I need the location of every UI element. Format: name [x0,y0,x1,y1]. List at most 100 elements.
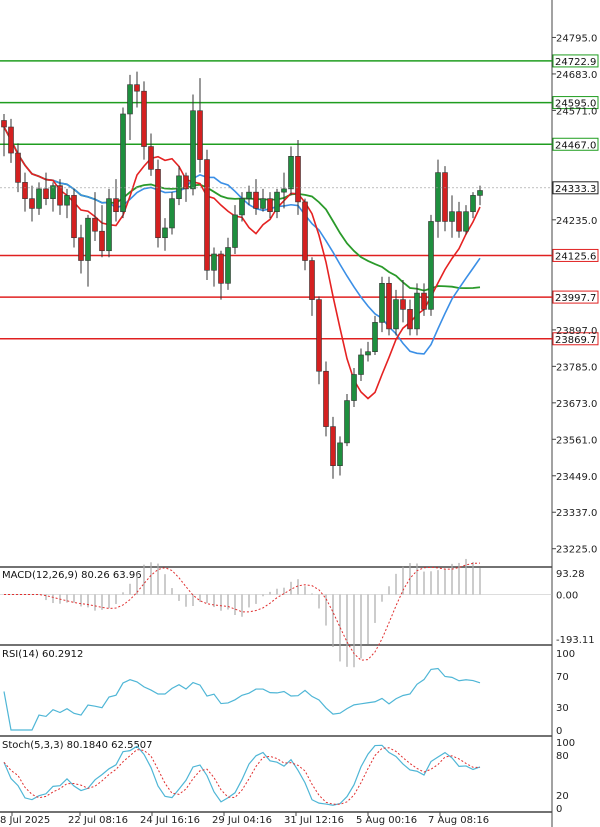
current-price-tag [552,181,599,195]
candle-body [204,159,210,271]
time-tick-label: 5 Aug 00:16 [356,815,417,826]
candle-body [239,198,245,216]
candle-body [323,370,329,427]
rsi-tick-label: 30 [556,703,569,714]
candle-body [1,120,7,128]
price-tick-label: 23449.0 [556,472,597,483]
stoch-tick-label: 100 [556,738,575,749]
level-tag [552,96,599,110]
level-label: 24722.9 [555,57,596,68]
candle-body [71,195,77,239]
candle-body [309,260,315,300]
candle-body [330,426,336,466]
candle-body [393,299,399,330]
time-tick-label: 31 Jul 12:16 [284,815,344,826]
price-axis: 24795.0 24683.0 24571.0 24235.0 23897.0 23785… [0,33,599,556]
candle-body [274,191,280,212]
macd-label: MACD(12,26,9) 80.26 63.96 [2,570,142,581]
current-price-label: 24333.3 [555,184,596,195]
candle-body [197,110,203,160]
stoch-tick-label: 80 [556,751,569,762]
chart-frame [0,0,553,827]
candle-body [232,214,238,248]
candle-body [386,283,392,330]
candle-body [225,247,231,284]
candle-body [421,292,427,310]
candle-body [288,156,294,190]
candle-body [260,198,266,209]
macd-signal-line [4,562,481,661]
candle-body [92,217,98,232]
candle-body [477,190,483,196]
candle-body [57,185,63,206]
time-axis: 8 Jul 2025 22 Jul 08:16 24 Jul 16:16 29 Jul… [0,812,489,826]
time-tick-label: 7 Aug 08:16 [428,815,489,826]
candle-body [155,169,161,239]
price-tick-label: 24571.0 [556,106,597,117]
horizontal-levels: 24722.9 24595.0 24467.0 24125.6 23997.7 23869… [0,54,599,346]
time-tick-label: 8 Jul 2025 [0,815,50,826]
candle-body [78,237,84,261]
macd-tick-label: 0.00 [556,590,578,601]
candle-body [302,201,308,261]
time-tick-label: 24 Jul 16:16 [140,815,200,826]
price-tick-label: 23897.0 [556,326,597,337]
candle-body [316,299,322,372]
candle-body [351,374,357,401]
candle-body [435,172,441,222]
candle-body [113,198,119,212]
candle-body [253,191,259,209]
candle-body [463,211,469,232]
macd-tick-label: -193.11 [556,635,595,646]
candle-body [470,195,476,212]
level-label: 24125.6 [555,251,596,262]
time-tick-label: 22 Jul 08:16 [68,815,128,826]
candle-body [414,292,420,330]
candle-body [190,110,196,190]
candle-body [211,253,217,271]
stoch-k-line [3,744,481,806]
rsi-line [3,667,481,731]
price-tick-label: 23225.0 [556,545,597,556]
price-tick-label: 23337.0 [556,508,597,519]
price-tick-label: 23673.0 [556,399,597,410]
candle-body [127,84,133,115]
candle-body [456,211,462,232]
price-tick-label: 24683.0 [556,70,597,81]
candle-body [36,188,42,209]
level-tag [552,290,599,304]
candle-body [162,227,168,239]
candle-body [365,351,371,356]
candle-body [218,253,224,284]
stoch-tick-label: 0 [556,804,562,815]
level-label: 23997.7 [555,293,596,304]
level-tag [552,332,599,346]
stoch-label: Stoch(5,3,3) 80.1840 62.5507 [2,740,153,751]
candle-body [183,175,189,190]
price-tick-label: 23561.0 [556,435,597,446]
candle-body [169,198,175,229]
candle-body [50,185,56,199]
stoch-d-line [3,747,481,805]
level-tag [552,54,599,68]
rsi-tick-label: 0 [556,726,562,737]
rsi-label: RSI(14) 60.2912 [2,649,83,660]
candle-body [407,309,413,330]
level-tag [552,248,599,262]
candle-body [106,198,112,252]
macd-tick-label: 93.28 [556,569,585,580]
level-label: 24595.0 [555,99,596,110]
moving-averages [3,126,481,400]
price-tick-label: 23785.0 [556,362,597,373]
candle-body [281,188,287,193]
rsi-tick-label: 70 [556,672,569,683]
candle-body [120,113,126,212]
candle-body [337,442,343,466]
candle-body [22,182,28,199]
candle-body [246,191,252,199]
ma-red-line [3,126,481,400]
candle-body [379,283,385,323]
candle-body [442,172,448,222]
candle-body [8,126,14,154]
